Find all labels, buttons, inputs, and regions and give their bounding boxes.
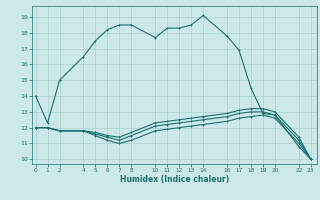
X-axis label: Humidex (Indice chaleur): Humidex (Indice chaleur) bbox=[120, 175, 229, 184]
